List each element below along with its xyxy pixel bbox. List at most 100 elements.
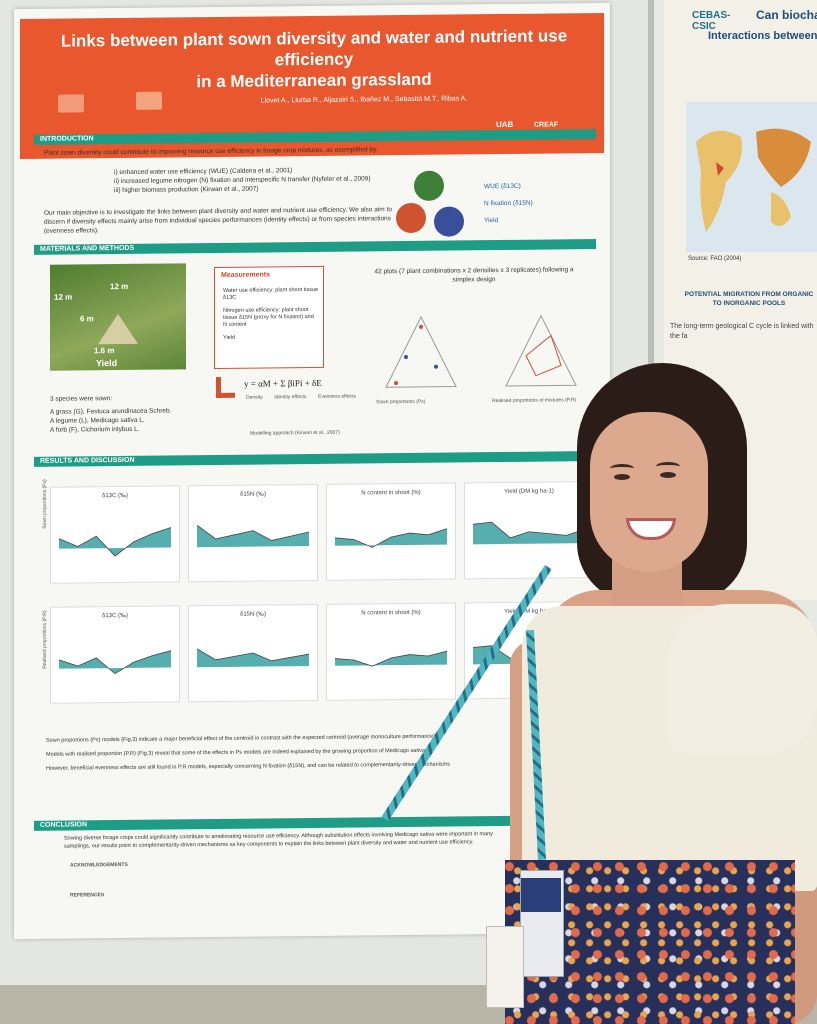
measurement-item: Nitrogen use efficiency: plant shoot tis… <box>223 307 314 328</box>
world-map <box>686 102 817 252</box>
results-panel: δ13C (‰) <box>50 485 180 584</box>
centroid-line <box>196 648 310 662</box>
eye <box>614 474 630 480</box>
panel-title: Yield (DM kg ha-1) <box>504 488 554 495</box>
poster-title: Links between plant sown diversity and w… <box>54 25 574 93</box>
results-bullets: Sown proportions (Ps) models (Fig.3) ind… <box>46 732 516 773</box>
eyebrow <box>610 464 634 473</box>
map-source: Source: FAO (2004) <box>688 256 742 262</box>
results-panel: δ15N (‰) <box>188 483 318 583</box>
ternary-label-realised: Realised proportions of mixtures (P.R) <box>492 397 577 405</box>
species-item: A forb (F), Cichorium intybus L. <box>50 425 140 434</box>
equation-parts: Density Identity effects Evenness effect… <box>246 394 356 402</box>
eq-part: Density <box>246 394 263 401</box>
results-panel: N content in shoot (%) <box>326 482 456 581</box>
poster-title-line1: Links between plant sown diversity and w… <box>60 26 568 70</box>
panel-title: δ15N (‰) <box>240 611 266 617</box>
scientific-poster: Links between plant sown diversity and w… <box>14 2 610 940</box>
results-panel: N content in shoot (%) <box>326 602 456 701</box>
right-poster-text: The long-term geological C cycle is link… <box>670 323 814 340</box>
diversity-legend: WUE (δ13C) N fixation (δ15N) Yield <box>484 181 574 225</box>
section-results: RESULTS AND DISCUSSION <box>34 451 596 467</box>
species-list: 3 species were sown: A grass (G), Festuc… <box>50 393 220 435</box>
eyebrow <box>656 462 680 471</box>
name-badge-band <box>521 878 561 912</box>
model-equation: y = αM + Σ βiPi + δE <box>244 377 322 389</box>
conclusion-text: Sowing diverse forage crops could signif… <box>64 831 493 850</box>
results-panel: δ15N (‰) <box>188 603 318 703</box>
panel-title: Yield (DM kg ha-1) <box>504 608 554 615</box>
modelling-approach: Modelling approach (Kirwan et al., 2007) <box>250 429 340 437</box>
evenness-band <box>335 650 447 667</box>
photo-label: 12 m <box>110 281 129 292</box>
centroid-line <box>58 527 172 557</box>
results-panel: δ13C (‰) <box>50 605 180 704</box>
eq-part: Identity effects <box>274 394 307 401</box>
row-label-realised: Realised proportions (P.R) <box>42 610 48 669</box>
legend-wue: WUE (δ13C) <box>484 182 521 191</box>
person-face <box>590 412 708 572</box>
photo-label: 6 m <box>80 314 94 324</box>
plots-description: 42 plots (7 plant combinations x 2 densi… <box>374 266 574 284</box>
photo-label: 1.6 m <box>94 346 115 356</box>
results-bullet: Models with realised proportion (P.R) (F… <box>46 747 425 758</box>
species-intro: 3 species were sown: <box>50 395 113 403</box>
flyer-holder <box>486 926 524 1008</box>
photo-label: 12 m <box>54 292 73 302</box>
centroid-line <box>58 650 172 675</box>
legend-nfix: N fixation (δ15N) <box>484 199 533 208</box>
university-logo-lleida <box>136 91 162 110</box>
photo-label: Yield <box>96 358 118 369</box>
acknowledgements-title: ACKNOWLEDGEMENTS <box>70 861 128 869</box>
centroid-line <box>196 524 310 541</box>
intro-list: i) enhanced water use efficiency (WUE) (… <box>114 165 414 195</box>
centroid-line <box>472 521 586 539</box>
right-poster-subtitle: Interactions between <box>708 30 817 42</box>
world-map-graphic <box>696 128 811 232</box>
panel-title: N content in shoot (%) <box>361 490 420 497</box>
species-photo-circle <box>414 170 444 201</box>
measurement-item: Yield <box>223 334 236 341</box>
measurements-title: Measurements <box>221 271 271 279</box>
eye <box>660 472 676 478</box>
measurements-box: Measurements Water use efficiency: plant… <box>214 265 324 370</box>
evenness-band <box>473 522 585 545</box>
objective-text: Our main objective is to investigate the… <box>44 206 392 235</box>
species-photo-circle <box>396 202 426 234</box>
row-label-sown: Sown proportions (Ps) <box>42 479 48 529</box>
smile <box>626 518 676 540</box>
arrow-icon <box>216 376 235 399</box>
section-conclusion: CONCLUSION <box>34 815 514 831</box>
panel-title: δ13C (‰) <box>102 613 128 619</box>
section-methods: MATERIALS AND METHODS <box>34 239 596 255</box>
results-bullet: However, beneficial evenness effects are… <box>46 761 450 772</box>
evenness-band <box>59 650 171 674</box>
right-poster-institution: CEBAS-CSIC <box>692 10 731 32</box>
panel-title: δ13C (‰) <box>102 493 128 499</box>
measurements-list: Water use efficiency: plant shoot tissue… <box>223 287 319 342</box>
centroid-line <box>334 528 448 548</box>
uab-logo: UAB <box>496 119 514 130</box>
ternary-label-sown: Sown proportions (Ps) <box>376 398 426 406</box>
person-blouse-sleeve <box>668 604 817 754</box>
right-poster-section: POTENTIAL MIGRATION FROM ORGANIC TO INOR… <box>684 291 814 307</box>
intro-item: iii) higher biomass production (Kirwan e… <box>114 185 259 195</box>
evenness-band <box>197 525 309 548</box>
species-photo-circle <box>434 206 464 237</box>
eq-part: Evenness effects <box>318 393 356 400</box>
references-title: REFERENCES <box>70 892 105 899</box>
evenness-band <box>197 648 309 668</box>
results-bullet: Sown proportions (Ps) models (Fig.3) ind… <box>46 733 436 744</box>
evenness-band <box>59 527 171 557</box>
right-poster-title: Can biocha <box>756 8 817 22</box>
field-plot-photo: 12 m 12 m 6 m 1.6 m Yield <box>50 263 186 371</box>
creaf-logo: CREAF <box>534 121 559 129</box>
university-logo-left <box>58 94 84 113</box>
results-charts: δ13C (‰) δ15N (‰) N content in shoot (%) Yi… <box>50 481 600 707</box>
evenness-band <box>335 528 447 548</box>
legend-yield: Yield <box>484 217 499 225</box>
panel-title: δ15N (‰) <box>240 491 266 497</box>
triangle-plot-shape <box>98 313 138 345</box>
ternary-diagrams <box>385 314 577 388</box>
centroid-line <box>334 650 448 667</box>
